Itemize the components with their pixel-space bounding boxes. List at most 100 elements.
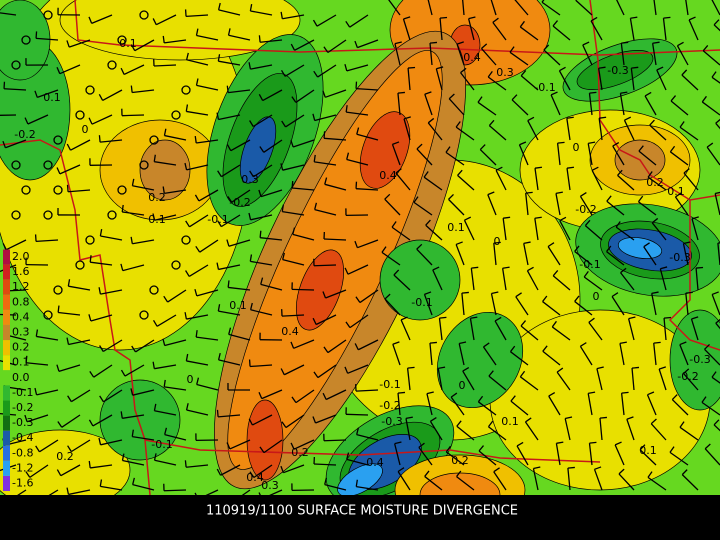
wind-barb	[384, 298, 401, 316]
wind-barb	[314, 208, 337, 216]
wind-barb-feather	[35, 445, 40, 453]
wind-barb	[90, 261, 113, 266]
wind-barb	[122, 264, 145, 272]
wind-barb	[357, 339, 379, 351]
field-region	[337, 463, 383, 497]
calm-wind	[53, 135, 63, 145]
wind-barb	[424, 94, 433, 116]
wind-barb-feather	[152, 213, 156, 221]
wind-barb-feather	[346, 452, 350, 460]
wind-barb	[616, 0, 625, 16]
wind-barb-feather	[354, 40, 358, 48]
wind-barb	[492, 21, 507, 41]
wind-barb-feather	[395, 168, 402, 174]
wind-barb	[153, 64, 177, 67]
wind-barb-feather	[227, 28, 231, 36]
wind-barb	[359, 289, 379, 304]
wind-barb-feather	[669, 145, 676, 153]
wind-barb	[541, 1, 561, 16]
wind-barb	[574, 300, 593, 316]
wind-barb-feather	[403, 116, 411, 120]
legend-label: -1.6	[12, 477, 33, 490]
wind-barb-feather	[227, 280, 230, 288]
wind-barb	[495, 170, 507, 191]
wind-barb-feather	[322, 392, 327, 400]
wind-barb-feather	[566, 116, 574, 119]
field-region	[576, 50, 654, 90]
contour-label: 0.1	[501, 415, 519, 428]
wind-barb-feather	[323, 131, 326, 139]
wind-barb-feather	[477, 395, 484, 403]
wind-barb-feather	[121, 204, 124, 213]
wind-barb-feather	[669, 446, 675, 453]
wind-barb	[671, 399, 689, 416]
contour-label: 0	[187, 373, 194, 386]
wind-barb	[59, 64, 81, 75]
wind-barb	[39, 439, 59, 453]
wind-barb-feather	[494, 316, 502, 322]
wind-barb-feather	[67, 445, 72, 452]
footer	[0, 495, 720, 540]
calm-wind	[75, 110, 85, 120]
wind-barb-feather	[153, 154, 156, 162]
wind-barb	[525, 193, 529, 216]
wind-barb-feather	[280, 163, 284, 171]
wind-barb	[502, 218, 507, 241]
wind-barb	[196, 139, 219, 144]
wind-barb-feather	[226, 239, 230, 247]
wind-barb-feather	[397, 391, 406, 394]
wind-barb	[685, 293, 689, 316]
wind-barb-feather	[35, 329, 39, 337]
wind-barb-feather	[259, 446, 265, 453]
wind-barb	[93, 364, 113, 378]
wind-barb-feather	[88, 314, 92, 322]
wind-barb	[468, 18, 475, 41]
wind-barb-feather	[620, 267, 627, 274]
legend-label: 2.0	[12, 250, 30, 263]
wind-barb-feather	[628, 316, 636, 320]
wind-barb-feather	[557, 141, 565, 144]
wind-barb	[36, 239, 59, 243]
wind-barb-feather	[650, 418, 657, 425]
wind-barb	[164, 39, 187, 44]
wind-barb-feather	[291, 180, 294, 189]
wind-barb-feather	[344, 267, 349, 275]
wind-barb-feather	[25, 355, 28, 363]
wind-barb	[423, 294, 433, 316]
wind-barb-feather	[98, 135, 101, 143]
wind-barb-feather	[584, 219, 591, 227]
wind-barb-feather	[565, 416, 573, 420]
wind-barb	[132, 239, 155, 245]
wind-barb	[164, 134, 187, 141]
wind-barb	[250, 364, 273, 368]
wind-barb-feather	[162, 186, 165, 194]
wind-barb-feather	[291, 96, 297, 103]
wind-barb-feather	[457, 169, 463, 176]
calm-wind	[21, 35, 31, 45]
wind-barb-feather	[677, 41, 684, 47]
legend-swatch	[3, 309, 10, 325]
wind-barb-feather	[346, 152, 350, 160]
wind-barb-feather	[487, 191, 495, 196]
wind-barb	[102, 89, 123, 102]
contour-label: 0.1	[639, 444, 657, 457]
wind-barb	[429, 43, 433, 66]
legend-swatch	[3, 430, 10, 446]
wind-barb-feather	[445, 445, 451, 453]
wind-barb-feather	[552, 270, 559, 277]
wind-barb	[630, 68, 635, 91]
wind-barb-feather	[99, 395, 104, 403]
wind-barb	[356, 434, 379, 441]
wind-barb	[618, 473, 635, 491]
wind-barb-feather	[599, 116, 607, 119]
wind-barb	[711, 294, 720, 316]
wind-barb	[682, 243, 689, 266]
wind-barb-feather	[195, 28, 199, 36]
wind-barb	[325, 289, 347, 299]
wind-barb-feather	[487, 420, 494, 428]
wind-barb-feather	[615, 221, 621, 228]
wind-barb-feather	[471, 266, 479, 269]
wind-barb	[228, 239, 251, 247]
wind-barb	[218, 310, 241, 316]
wind-barb-feather	[715, 191, 720, 195]
